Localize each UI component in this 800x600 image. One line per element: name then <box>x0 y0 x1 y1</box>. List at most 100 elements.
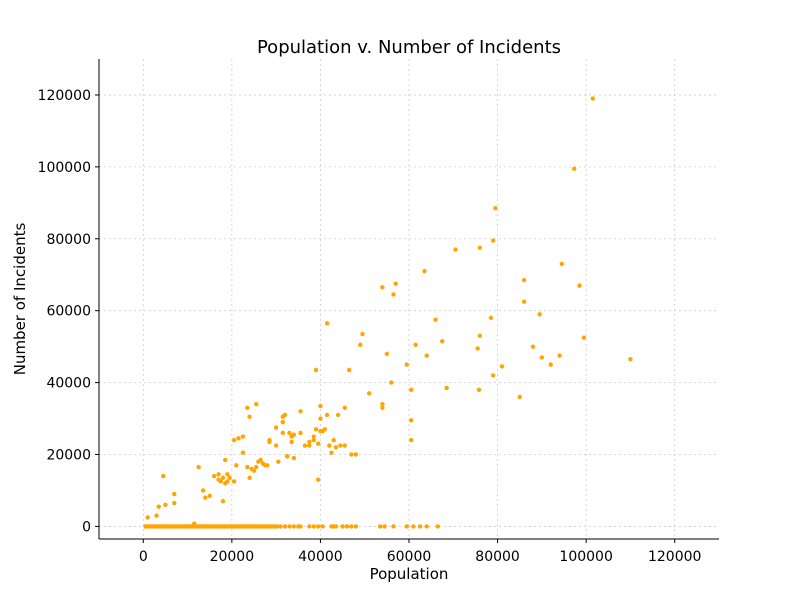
data-point <box>324 321 330 326</box>
data-point <box>590 96 595 101</box>
data-point <box>380 401 385 407</box>
tick-labels: 0 20000 40000 60000 80000 100000 120000 0 20000 4… <box>38 88 702 565</box>
data-point <box>353 524 359 529</box>
data-point <box>391 292 396 297</box>
data-point <box>318 416 323 421</box>
grid-lines <box>99 59 719 539</box>
data-point <box>475 346 480 351</box>
data-point <box>220 475 226 481</box>
y-axis-label: Number of Incidents <box>11 223 29 376</box>
data-point <box>338 443 343 448</box>
data-point <box>234 463 239 468</box>
data-point <box>196 464 201 470</box>
data-point <box>231 479 237 484</box>
data-point <box>273 443 279 448</box>
data-point <box>145 515 150 520</box>
data-point <box>333 445 339 450</box>
data-point <box>557 353 562 358</box>
data-point <box>517 394 522 400</box>
data-point <box>559 261 564 267</box>
y-tick-label: 60000 <box>46 304 91 320</box>
data-point <box>316 477 321 482</box>
x-tick-label: 40000 <box>298 549 343 565</box>
data-point <box>225 479 230 484</box>
data-point <box>216 472 221 477</box>
data-point <box>211 473 217 479</box>
data-point <box>391 524 396 529</box>
data-point <box>435 524 440 529</box>
x-tick-label: 20000 <box>210 549 255 565</box>
x-tick-label: 120000 <box>648 549 701 565</box>
data-point <box>161 473 166 479</box>
data-point <box>581 335 587 340</box>
data-point <box>262 463 268 468</box>
data-point <box>225 472 230 477</box>
data-point <box>231 437 237 443</box>
data-point <box>360 331 365 337</box>
data-point <box>349 452 354 457</box>
data-point <box>389 380 394 385</box>
data-point <box>278 524 283 529</box>
data-point <box>216 477 221 482</box>
data-point <box>384 351 390 357</box>
data-point <box>274 524 280 529</box>
data-point <box>280 419 285 425</box>
data-point <box>380 405 385 410</box>
data-point <box>366 391 372 396</box>
data-point <box>327 443 332 448</box>
y-tick-label: 20000 <box>46 448 91 464</box>
data-point <box>282 524 288 529</box>
data-point <box>223 457 228 463</box>
data-point <box>537 312 542 317</box>
data-point <box>298 430 303 436</box>
data-point <box>154 513 159 518</box>
data-point <box>254 464 259 470</box>
data-point <box>280 430 285 436</box>
data-point <box>287 524 292 529</box>
y-tick-label: 0 <box>82 519 91 535</box>
data-point <box>349 524 354 529</box>
data-point <box>329 450 334 455</box>
data-point <box>342 405 347 410</box>
data-point <box>409 418 414 423</box>
data-point <box>333 524 339 529</box>
x-tick-label: 80000 <box>475 549 520 565</box>
data-point <box>267 437 272 443</box>
data-point <box>273 425 279 430</box>
y-tick-label: 80000 <box>46 232 91 248</box>
data-point <box>404 362 409 367</box>
data-point <box>200 488 206 493</box>
data-point <box>477 333 483 339</box>
data-point <box>307 439 312 445</box>
data-point <box>422 268 427 274</box>
data-point <box>163 502 168 508</box>
data-point <box>318 428 323 434</box>
data-point <box>258 457 263 463</box>
data-point <box>291 455 297 461</box>
data-point <box>409 437 414 443</box>
data-point <box>276 459 281 464</box>
data-point <box>417 524 423 529</box>
data-point <box>236 436 241 441</box>
data-point <box>311 437 316 443</box>
data-point <box>311 434 316 439</box>
x-tick-label: 0 <box>139 549 148 565</box>
data-point <box>571 166 577 171</box>
data-point <box>342 443 347 448</box>
data-point <box>289 439 294 445</box>
data-point <box>318 403 323 409</box>
axes <box>95 59 719 543</box>
data-point <box>307 443 312 448</box>
data-point <box>313 367 319 373</box>
data-point <box>311 524 316 529</box>
data-point <box>344 524 350 529</box>
data-point <box>245 464 250 470</box>
data-point <box>240 434 246 439</box>
data-point <box>378 524 383 529</box>
data-point <box>291 524 297 529</box>
data-point <box>347 367 352 373</box>
data-point <box>530 344 536 349</box>
chart-title: Population v. Number of Incidents <box>257 37 561 58</box>
data-point <box>521 277 527 283</box>
x-tick-label: 60000 <box>387 549 432 565</box>
